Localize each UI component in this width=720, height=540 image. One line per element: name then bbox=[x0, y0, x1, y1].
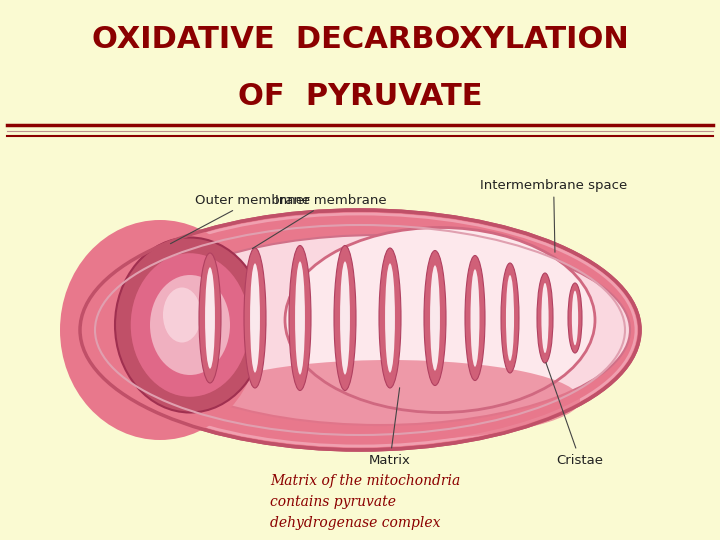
Ellipse shape bbox=[289, 246, 311, 390]
Ellipse shape bbox=[424, 251, 446, 386]
Ellipse shape bbox=[130, 253, 250, 397]
Text: OF  PYRUVATE: OF PYRUVATE bbox=[238, 83, 482, 111]
Text: Cristae: Cristae bbox=[546, 363, 603, 467]
Ellipse shape bbox=[250, 264, 260, 373]
Ellipse shape bbox=[200, 360, 580, 440]
Ellipse shape bbox=[130, 235, 630, 425]
Ellipse shape bbox=[163, 287, 201, 342]
Text: Matrix of the mitochondria
contains pyruvate
dehydrogenase complex: Matrix of the mitochondria contains pyru… bbox=[270, 475, 460, 530]
Text: Inner membrane: Inner membrane bbox=[252, 193, 387, 248]
Ellipse shape bbox=[199, 253, 221, 383]
Ellipse shape bbox=[541, 283, 549, 353]
Ellipse shape bbox=[568, 283, 582, 353]
Ellipse shape bbox=[285, 227, 595, 413]
Text: Matrix: Matrix bbox=[369, 388, 411, 467]
Ellipse shape bbox=[501, 263, 519, 373]
Ellipse shape bbox=[379, 248, 401, 388]
Ellipse shape bbox=[205, 267, 215, 369]
Ellipse shape bbox=[430, 265, 440, 370]
Ellipse shape bbox=[572, 291, 578, 345]
Ellipse shape bbox=[334, 246, 356, 390]
Ellipse shape bbox=[115, 238, 265, 413]
Text: OXIDATIVE  DECARBOXYLATION: OXIDATIVE DECARBOXYLATION bbox=[91, 25, 629, 54]
Ellipse shape bbox=[60, 220, 260, 440]
Ellipse shape bbox=[537, 273, 553, 363]
Ellipse shape bbox=[80, 210, 640, 450]
Ellipse shape bbox=[150, 275, 230, 375]
Ellipse shape bbox=[295, 261, 305, 375]
Ellipse shape bbox=[385, 264, 395, 373]
Ellipse shape bbox=[244, 248, 266, 388]
Text: Intermembrane space: Intermembrane space bbox=[480, 179, 627, 252]
Ellipse shape bbox=[470, 269, 480, 367]
Text: Outer membrane: Outer membrane bbox=[171, 193, 310, 244]
Ellipse shape bbox=[340, 261, 350, 375]
Ellipse shape bbox=[506, 275, 514, 361]
Ellipse shape bbox=[465, 255, 485, 381]
